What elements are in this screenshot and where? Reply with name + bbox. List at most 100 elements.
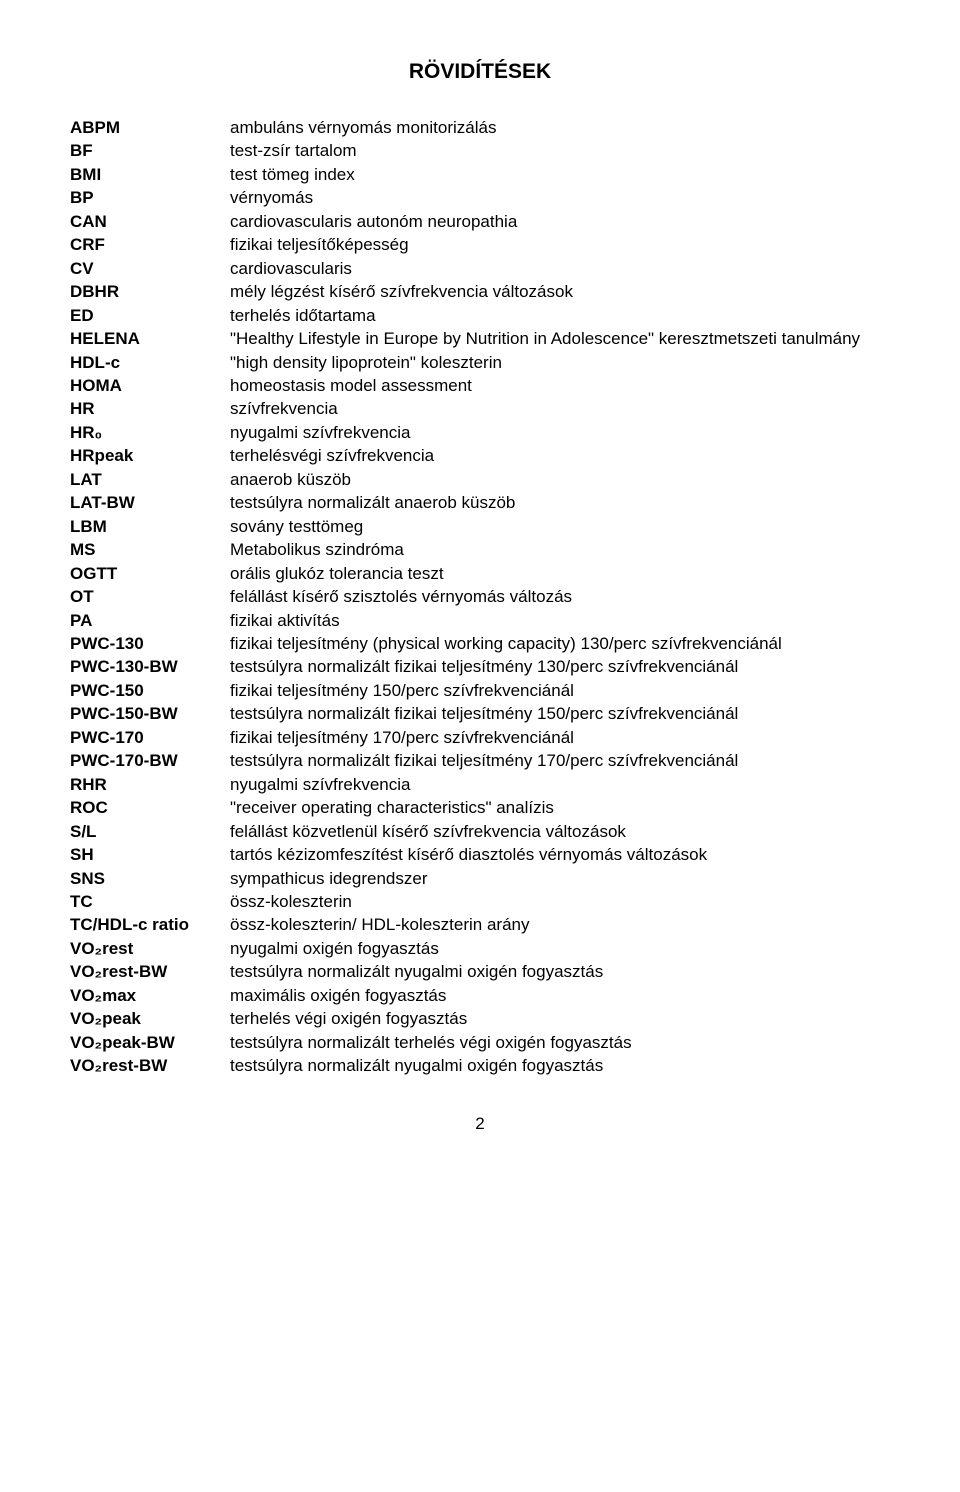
abbr-definition: "receiver operating characteristics" ana… bbox=[230, 796, 890, 819]
abbr-row: PWC-150-BWtestsúlyra normalizált fizikai… bbox=[70, 702, 890, 725]
abbr-term: OGTT bbox=[70, 562, 230, 585]
abbr-row: TC/HDL-c ratioössz-koleszterin/ HDL-kole… bbox=[70, 913, 890, 936]
abbr-row: VO₂restnyugalmi oxigén fogyasztás bbox=[70, 937, 890, 960]
abbr-definition: testsúlyra normalizált nyugalmi oxigén f… bbox=[230, 960, 890, 983]
abbr-row: HRpeakterhelésvégi szívfrekvencia bbox=[70, 444, 890, 467]
abbr-term: PA bbox=[70, 609, 230, 632]
abbr-definition: testsúlyra normalizált nyugalmi oxigén f… bbox=[230, 1054, 890, 1077]
abbr-term: OT bbox=[70, 585, 230, 608]
abbr-row: S/Lfelállást közvetlenül kísérő szívfrek… bbox=[70, 820, 890, 843]
abbr-row: PWC-130fizikai teljesítmény (physical wo… bbox=[70, 632, 890, 655]
abbr-term: HRpeak bbox=[70, 444, 230, 467]
abbr-definition: test-zsír tartalom bbox=[230, 139, 890, 162]
abbr-row: HR₀nyugalmi szívfrekvencia bbox=[70, 421, 890, 444]
abbr-definition: testsúlyra normalizált fizikai teljesítm… bbox=[230, 655, 890, 678]
abbr-row: OTfelállást kísérő szisztolés vérnyomás … bbox=[70, 585, 890, 608]
abbr-definition: felállást közvetlenül kísérő szívfrekven… bbox=[230, 820, 890, 843]
abbr-row: VO₂rest-BWtestsúlyra normalizált nyugalm… bbox=[70, 1054, 890, 1077]
abbr-row: OGTTorális glukóz tolerancia teszt bbox=[70, 562, 890, 585]
abbr-definition: terhelés végi oxigén fogyasztás bbox=[230, 1007, 890, 1030]
abbr-term: HR bbox=[70, 397, 230, 420]
abbr-term: BP bbox=[70, 186, 230, 209]
abbr-term: VO₂peak-BW bbox=[70, 1031, 230, 1054]
abbr-definition: fizikai teljesítmény 170/perc szívfrekve… bbox=[230, 726, 890, 749]
page-title: RÖVIDÍTÉSEK bbox=[70, 60, 890, 84]
abbr-term: BMI bbox=[70, 163, 230, 186]
abbr-term: VO₂peak bbox=[70, 1007, 230, 1030]
abbr-definition: nyugalmi szívfrekvencia bbox=[230, 773, 890, 796]
abbr-term: BF bbox=[70, 139, 230, 162]
abbr-term: TC bbox=[70, 890, 230, 913]
abbr-term: ED bbox=[70, 304, 230, 327]
abbr-definition: anaerob küszöb bbox=[230, 468, 890, 491]
abbr-row: PWC-170-BWtestsúlyra normalizált fizikai… bbox=[70, 749, 890, 772]
abbr-definition: terhelés időtartama bbox=[230, 304, 890, 327]
abbr-definition: testsúlyra normalizált fizikai teljesítm… bbox=[230, 749, 890, 772]
abbr-term: VO₂rest bbox=[70, 937, 230, 960]
abbr-definition: felállást kísérő szisztolés vérnyomás vá… bbox=[230, 585, 890, 608]
abbr-definition: maximális oxigén fogyasztás bbox=[230, 984, 890, 1007]
abbr-row: VO₂rest-BWtestsúlyra normalizált nyugalm… bbox=[70, 960, 890, 983]
abbr-term: VO₂rest-BW bbox=[70, 960, 230, 983]
abbr-term: ABPM bbox=[70, 116, 230, 139]
abbr-term: PWC-150 bbox=[70, 679, 230, 702]
abbr-term: SH bbox=[70, 843, 230, 866]
abbr-definition: testsúlyra normalizált anaerob küszöb bbox=[230, 491, 890, 514]
abbr-definition: nyugalmi szívfrekvencia bbox=[230, 421, 890, 444]
abbr-term: LAT bbox=[70, 468, 230, 491]
abbr-row: LBMsovány testtömeg bbox=[70, 515, 890, 538]
abbr-term: HOMA bbox=[70, 374, 230, 397]
abbr-row: DBHRmély légzést kísérő szívfrekvencia v… bbox=[70, 280, 890, 303]
abbr-row: VO₂peak-BWtestsúlyra normalizált terhelé… bbox=[70, 1031, 890, 1054]
abbr-term: S/L bbox=[70, 820, 230, 843]
abbr-definition: homeostasis model assessment bbox=[230, 374, 890, 397]
abbr-term: LAT-BW bbox=[70, 491, 230, 514]
abbr-definition: orális glukóz tolerancia teszt bbox=[230, 562, 890, 585]
abbr-definition: cardiovascularis autonóm neuropathia bbox=[230, 210, 890, 233]
abbr-row: PAfizikai aktivítás bbox=[70, 609, 890, 632]
abbr-row: HRszívfrekvencia bbox=[70, 397, 890, 420]
abbr-definition: fizikai teljesítmény (physical working c… bbox=[230, 632, 890, 655]
abbr-definition: tartós kézizomfeszítést kísérő diasztolé… bbox=[230, 843, 890, 866]
abbr-definition: test tömeg index bbox=[230, 163, 890, 186]
abbr-definition: fizikai teljesítmény 150/perc szívfrekve… bbox=[230, 679, 890, 702]
abbr-row: CRFfizikai teljesítőképesség bbox=[70, 233, 890, 256]
abbr-row: ROC"receiver operating characteristics" … bbox=[70, 796, 890, 819]
abbr-term: ROC bbox=[70, 796, 230, 819]
abbr-term: CRF bbox=[70, 233, 230, 256]
abbr-term: HR₀ bbox=[70, 421, 230, 444]
abbr-row: VO₂maxmaximális oxigén fogyasztás bbox=[70, 984, 890, 1007]
abbr-row: HELENA"Healthy Lifestyle in Europe by Nu… bbox=[70, 327, 890, 350]
abbr-term: VO₂rest-BW bbox=[70, 1054, 230, 1077]
abbr-row: RHRnyugalmi szívfrekvencia bbox=[70, 773, 890, 796]
abbr-term: PWC-170 bbox=[70, 726, 230, 749]
abbr-row: VO₂peakterhelés végi oxigén fogyasztás bbox=[70, 1007, 890, 1030]
abbr-term: PWC-130-BW bbox=[70, 655, 230, 678]
abbr-definition: testsúlyra normalizált terhelés végi oxi… bbox=[230, 1031, 890, 1054]
abbr-row: LAT-BWtestsúlyra normalizált anaerob küs… bbox=[70, 491, 890, 514]
abbr-definition: össz-koleszterin/ HDL-koleszterin arány bbox=[230, 913, 890, 936]
abbr-row: PWC-130-BWtestsúlyra normalizált fizikai… bbox=[70, 655, 890, 678]
abbr-definition: terhelésvégi szívfrekvencia bbox=[230, 444, 890, 467]
abbr-row: TCössz-koleszterin bbox=[70, 890, 890, 913]
abbr-definition: Metabolikus szindróma bbox=[230, 538, 890, 561]
abbr-definition: "high density lipoprotein" koleszterin bbox=[230, 351, 890, 374]
abbr-row: LATanaerob küszöb bbox=[70, 468, 890, 491]
abbr-definition: szívfrekvencia bbox=[230, 397, 890, 420]
abbr-definition: sympathicus idegrendszer bbox=[230, 867, 890, 890]
abbr-term: PWC-170-BW bbox=[70, 749, 230, 772]
abbr-term: HELENA bbox=[70, 327, 230, 350]
abbr-term: DBHR bbox=[70, 280, 230, 303]
abbr-row: BMItest tömeg index bbox=[70, 163, 890, 186]
abbr-definition: sovány testtömeg bbox=[230, 515, 890, 538]
abbr-term: MS bbox=[70, 538, 230, 561]
abbr-definition: "Healthy Lifestyle in Europe by Nutritio… bbox=[230, 327, 890, 350]
abbr-term: RHR bbox=[70, 773, 230, 796]
abbr-row: SNSsympathicus idegrendszer bbox=[70, 867, 890, 890]
abbr-term: TC/HDL-c ratio bbox=[70, 913, 230, 936]
abbr-definition: mély légzést kísérő szívfrekvencia válto… bbox=[230, 280, 890, 303]
abbr-definition: nyugalmi oxigén fogyasztás bbox=[230, 937, 890, 960]
abbr-term: CAN bbox=[70, 210, 230, 233]
abbr-row: PWC-150fizikai teljesítmény 150/perc szí… bbox=[70, 679, 890, 702]
abbr-definition: ambuláns vérnyomás monitorizálás bbox=[230, 116, 890, 139]
